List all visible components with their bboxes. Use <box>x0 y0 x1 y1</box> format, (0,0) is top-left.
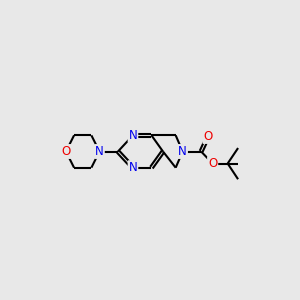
Text: O: O <box>208 157 217 170</box>
Text: O: O <box>203 130 213 143</box>
Text: N: N <box>129 129 137 142</box>
Text: O: O <box>61 145 70 158</box>
Text: N: N <box>129 161 137 174</box>
Text: N: N <box>95 145 104 158</box>
Text: N: N <box>178 145 187 158</box>
